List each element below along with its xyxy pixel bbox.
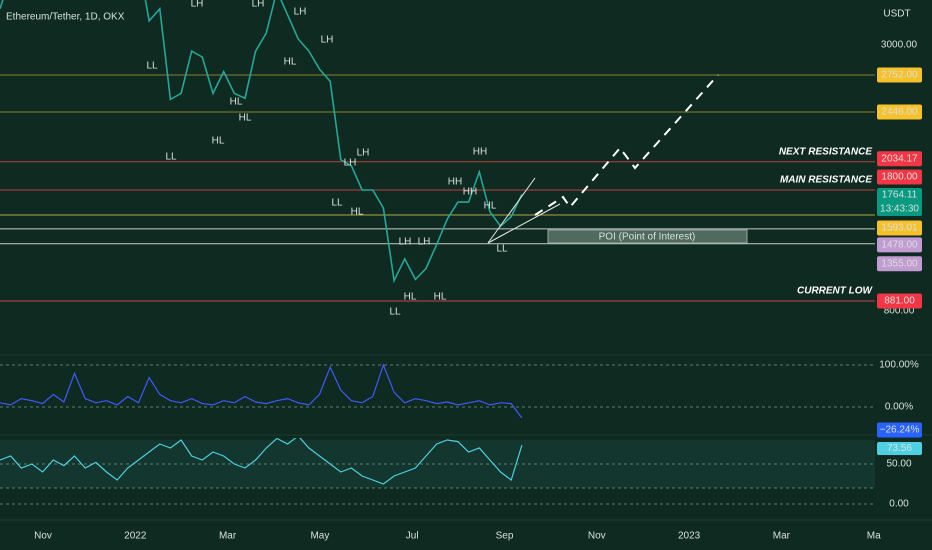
band: [0, 440, 875, 488]
pattern-label: LH: [191, 0, 204, 10]
price-label-bg: [877, 67, 922, 83]
pattern-label: LH: [399, 237, 412, 248]
price-label-bg: [877, 104, 922, 120]
price-label-bg: [877, 422, 922, 438]
price-label-bg: [877, 237, 922, 253]
pattern-label: HL: [212, 136, 225, 147]
pattern-label: HL: [284, 57, 297, 68]
price-label: 2446.00: [881, 107, 918, 118]
pattern-label: LH: [321, 35, 334, 46]
x-tick-label: Nov: [588, 531, 606, 542]
plot: 3000.00 800.00 2752.00 2446.00 2034.17 1800.0…: [0, 0, 922, 542]
pattern-label: HH: [463, 187, 477, 198]
x-tick-label: Sep: [496, 531, 514, 542]
series-line: [0, 438, 523, 485]
x-tick-label: Nov: [34, 531, 52, 542]
y-tick-label: 800.00: [884, 305, 915, 316]
x-tick-label: 2022: [124, 531, 147, 542]
price-label: −26.24%: [880, 425, 920, 436]
pattern-label: LL: [496, 244, 508, 255]
pattern-label: LL: [165, 152, 177, 163]
pattern-label: HL: [239, 113, 252, 124]
countdown: 13:43:30: [880, 204, 919, 215]
pattern-label: HL: [404, 292, 417, 303]
last-value: 73.56: [887, 443, 912, 454]
series-line: [0, 0, 523, 284]
price-label-bg: [877, 293, 922, 309]
symbol-title: Ethereum/Tether, 1D, OKX: [6, 12, 125, 23]
trend-line: [487, 203, 561, 244]
x-tick-label: 2023: [678, 531, 701, 542]
pattern-label: HL: [484, 201, 497, 212]
pattern-label: LH: [357, 148, 370, 159]
pattern-label: HL: [434, 292, 447, 303]
y-tick-label: 0.00: [889, 499, 909, 510]
y-tick-label: 100.00%: [879, 360, 919, 371]
y-tick-label: 0.00%: [885, 402, 913, 413]
pattern-label: HH: [448, 177, 462, 188]
price-label-bg: [877, 220, 922, 236]
last-value-bg: [877, 442, 922, 455]
series-line: [0, 363, 523, 419]
pattern-label: LH: [252, 0, 265, 10]
pattern-label: HL: [230, 97, 243, 108]
pattern-label: LL: [331, 198, 343, 209]
pattern-label: LL: [389, 307, 401, 318]
price-label: 1355.00: [881, 258, 918, 269]
price-label: 2034.17: [881, 153, 918, 164]
poi-box: [547, 229, 748, 244]
price-label: 1478.00: [881, 240, 918, 251]
price-label-bg: [877, 151, 922, 167]
annotation: NEXT RESISTANCE: [779, 147, 872, 158]
pattern-label: LL: [146, 61, 158, 72]
x-tick-label: Jul: [406, 531, 419, 542]
x-tick-label: Mar: [219, 531, 237, 542]
x-tick-label: Mar: [773, 531, 791, 542]
y-tick-label: 3000.00: [881, 40, 918, 51]
trend-line: [487, 177, 536, 244]
price-label-bg: [877, 256, 922, 272]
pattern-label: HL: [351, 207, 364, 218]
last-price: 1764.11: [882, 190, 918, 201]
currency: USDT: [883, 9, 910, 20]
annotation: MAIN RESISTANCE: [780, 175, 872, 186]
price-label: 1800.00: [881, 172, 918, 183]
pattern-label: LH: [344, 158, 357, 169]
pattern-label: LH: [418, 237, 431, 248]
price-label-bg: [877, 169, 922, 185]
poi-label: POI (Point of Interest): [599, 232, 696, 243]
pattern-label: LH: [294, 7, 307, 18]
x-tick-label: Ma: [867, 531, 881, 542]
last-price-bg: [877, 188, 922, 216]
price-label: 881.00: [884, 296, 915, 307]
price-label: 1593.01: [881, 223, 918, 234]
pattern-label: HH: [473, 147, 487, 158]
price-label: 2752.00: [881, 70, 918, 81]
x-tick-label: May: [310, 531, 329, 542]
annotation: CURRENT LOW: [797, 286, 874, 297]
y-tick-label: 50.00: [886, 459, 911, 470]
projection-path: [534, 74, 719, 216]
